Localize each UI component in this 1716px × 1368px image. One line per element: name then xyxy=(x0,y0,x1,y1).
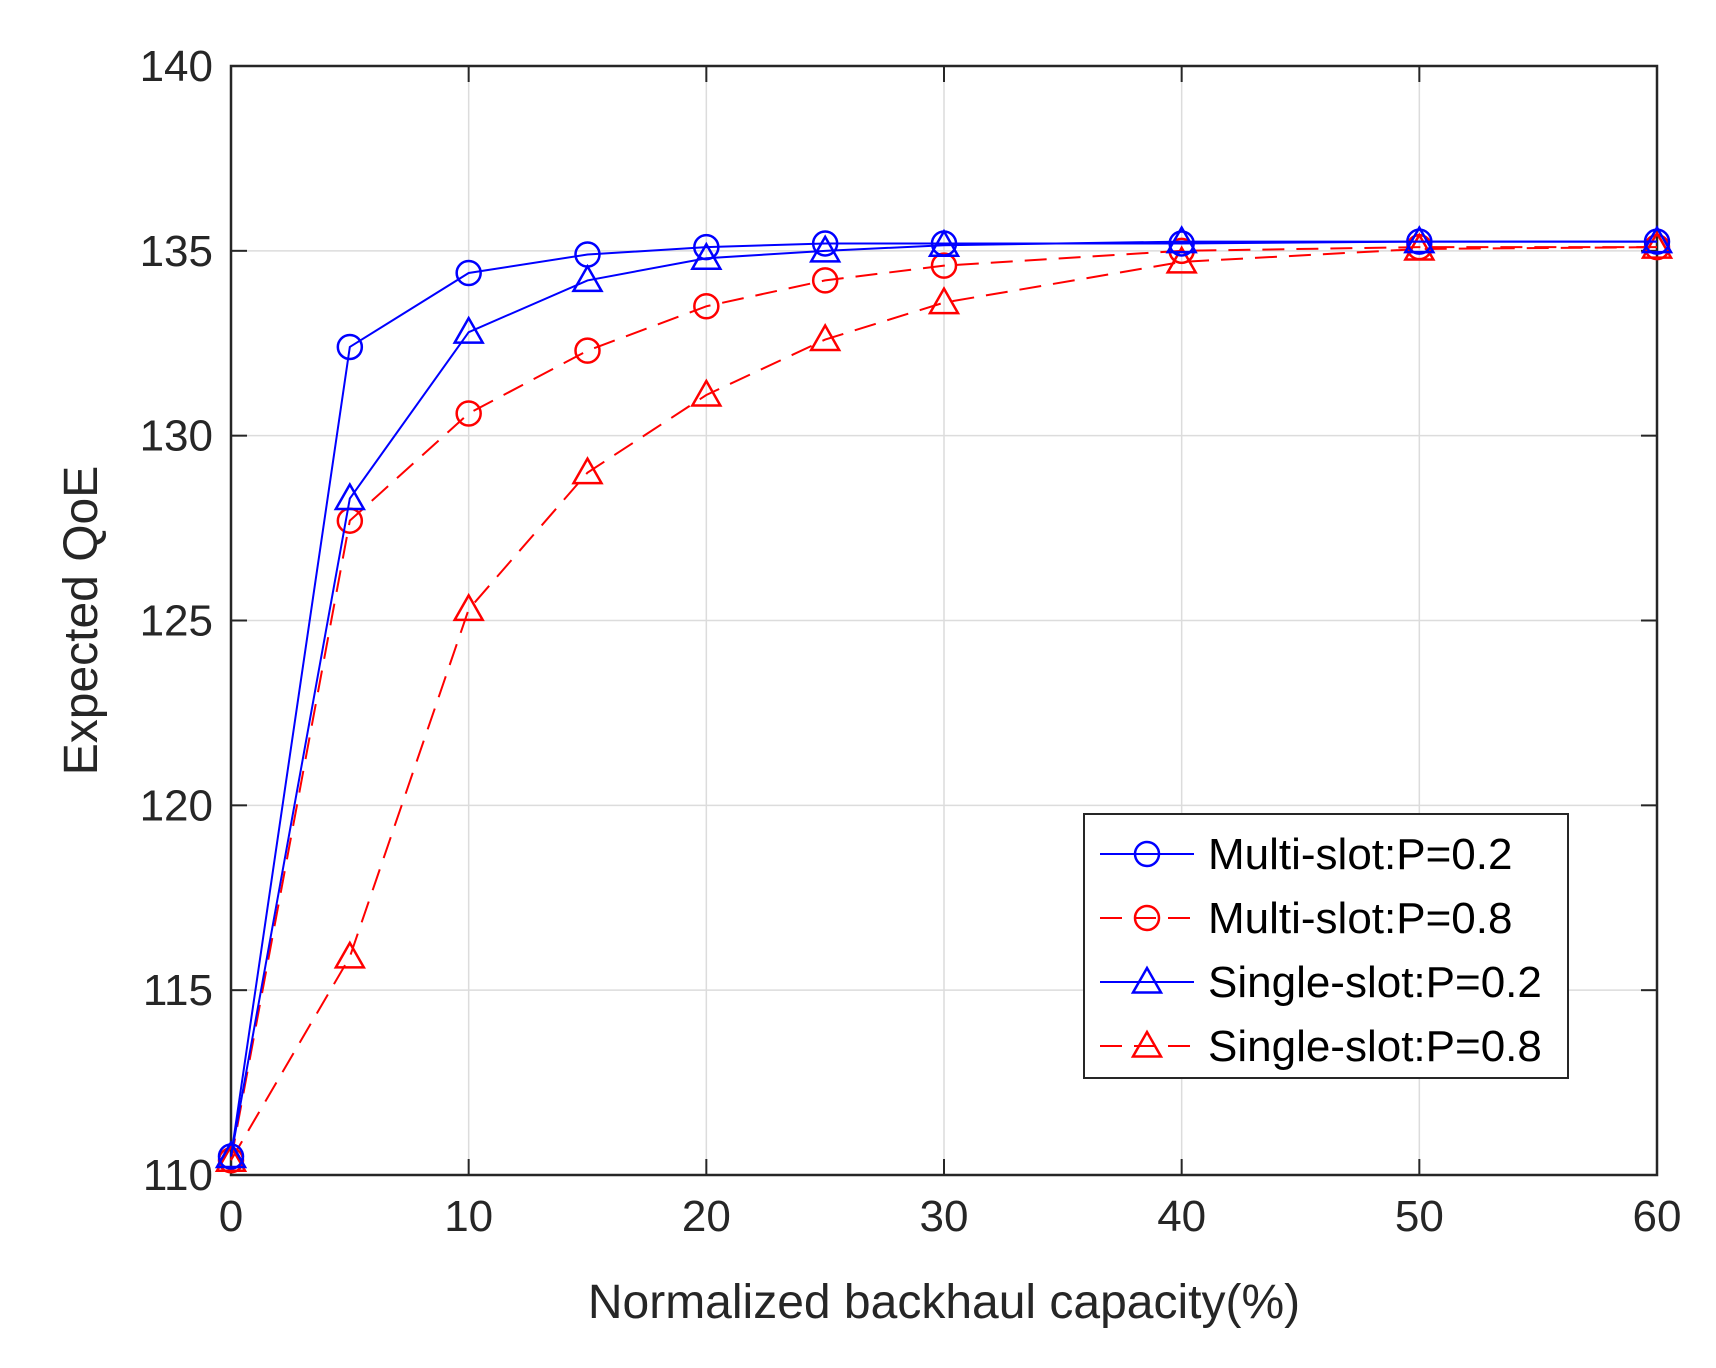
data-point xyxy=(333,481,366,511)
series-3 xyxy=(214,230,1674,1172)
data-point xyxy=(1640,230,1674,259)
data-point xyxy=(1165,245,1198,274)
x-tick-label: 60 xyxy=(1633,1192,1682,1241)
data-point xyxy=(452,315,485,344)
legend-item: Multi-slot:P=0.2 xyxy=(1100,830,1512,879)
data-point xyxy=(809,234,842,263)
y-axis-label: Expected QoE xyxy=(55,466,108,776)
x-tick-label: 30 xyxy=(920,1192,969,1241)
data-point xyxy=(455,259,482,287)
legend-marker xyxy=(1133,904,1161,932)
data-point xyxy=(693,293,720,320)
data-point xyxy=(1640,225,1674,254)
y-tick-label: 135 xyxy=(140,227,213,276)
y-tick-label: 120 xyxy=(140,781,213,830)
legend: Multi-slot:P=0.2 Multi-slot:P=0.8 Single-s… xyxy=(1083,813,1569,1079)
y-tick-label: 130 xyxy=(140,412,213,461)
legend-label: Multi-slot:P=0.8 xyxy=(1208,894,1512,943)
data-point xyxy=(811,230,839,257)
x-axis-label: Normalized backhaul capacity(%) xyxy=(588,1276,1300,1329)
legend-label: Multi-slot:P=0.2 xyxy=(1208,830,1512,879)
data-point xyxy=(927,228,961,258)
data-point xyxy=(571,263,604,293)
data-point xyxy=(1403,225,1436,254)
data-point xyxy=(809,323,842,352)
data-point xyxy=(214,1143,248,1172)
data-point xyxy=(811,267,839,294)
data-point xyxy=(214,1139,248,1169)
data-point xyxy=(333,940,366,969)
x-tick-label: 10 xyxy=(444,1192,493,1241)
series-line xyxy=(230,240,1657,1157)
legend-marker xyxy=(1130,1029,1164,1058)
data-point xyxy=(690,241,723,270)
legend-marker xyxy=(1133,840,1161,868)
series-layer xyxy=(214,225,1674,1174)
legend-label: Single-slot:P=0.8 xyxy=(1208,1022,1542,1071)
x-tick-label: 20 xyxy=(682,1192,731,1241)
legend-item: Multi-slot:P=0.8 xyxy=(1100,894,1512,943)
y-tick-label: 110 xyxy=(143,1151,213,1200)
legend-marker xyxy=(1130,965,1164,994)
data-point xyxy=(455,400,482,427)
legend-item: Single-slot:P=0.8 xyxy=(1100,1022,1542,1071)
y-tick-label: 115 xyxy=(143,966,213,1015)
series-2 xyxy=(214,225,1674,1169)
data-point xyxy=(1403,232,1436,261)
data-point xyxy=(571,456,604,485)
y-tick-label: 140 xyxy=(140,42,213,91)
data-point xyxy=(927,286,961,315)
data-point xyxy=(452,592,485,622)
data-point xyxy=(690,378,723,407)
legend-box xyxy=(1083,813,1569,1079)
data-point xyxy=(574,337,601,364)
data-point xyxy=(1165,225,1198,254)
series-line xyxy=(230,246,1657,1161)
series-line xyxy=(230,246,1658,1161)
data-point xyxy=(336,333,364,361)
x-tick-label: 50 xyxy=(1395,1192,1444,1241)
data-point xyxy=(1168,230,1195,257)
legend-label: Single-slot:P=0.2 xyxy=(1208,958,1542,1007)
legend-item: Single-slot:P=0.2 xyxy=(1100,958,1542,1007)
y-tick-label: 125 xyxy=(140,597,213,646)
x-tick-label: 40 xyxy=(1157,1192,1206,1241)
data-point xyxy=(930,252,958,279)
axis-ticks: 0 10 20 30 40 50 60 110 115 120 125 130 135 140 xyxy=(140,42,1682,1241)
x-tick-label: 0 xyxy=(219,1192,243,1241)
